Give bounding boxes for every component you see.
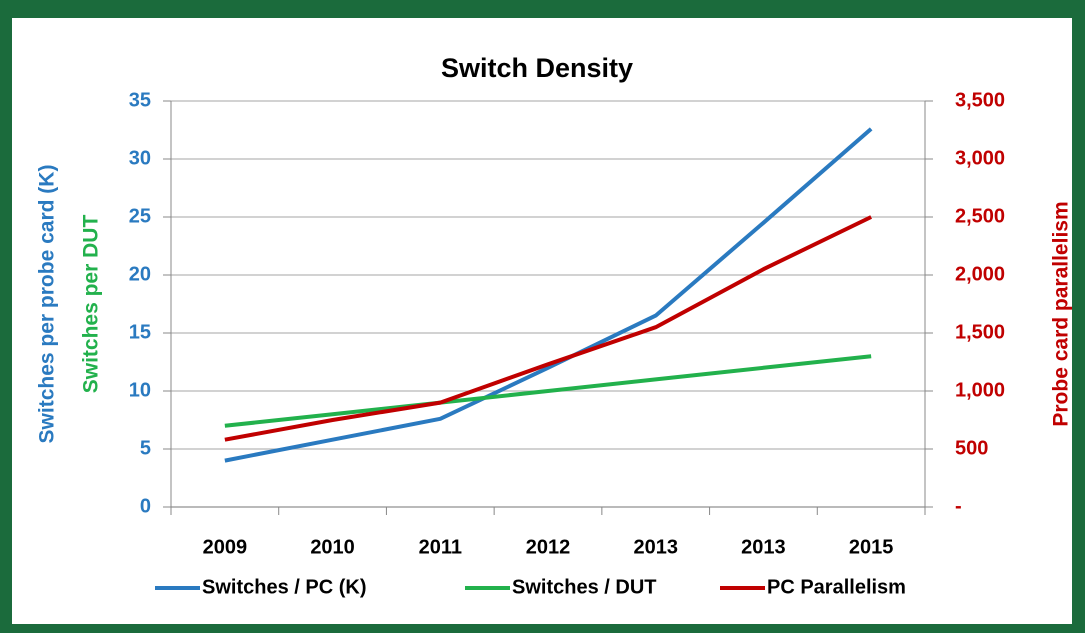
series-line xyxy=(224,354,872,428)
x-tick-label: 2012 xyxy=(526,536,571,558)
y-axis-title: Switches per probe card (K) xyxy=(36,165,59,444)
x-tick-label: 2011 xyxy=(419,536,462,558)
y2-tick-label: - xyxy=(955,495,962,517)
y2-tick-label: 1,000 xyxy=(955,379,1005,401)
y-tick-label: 10 xyxy=(129,379,151,401)
y2-tick-label: 2,000 xyxy=(955,263,1005,285)
series-line xyxy=(224,127,873,463)
y-tick-label: 5 xyxy=(140,437,151,459)
y-tick-label: 30 xyxy=(129,147,151,169)
y2-tick-label: 500 xyxy=(955,437,988,459)
y2-tick-label: 3,000 xyxy=(955,147,1005,169)
y2-tick-label: 1,500 xyxy=(955,321,1005,343)
legend-label: Switches / DUT xyxy=(512,576,656,598)
x-tick-label: 2013 xyxy=(633,536,678,558)
y-tick-label: 25 xyxy=(129,205,151,227)
y2-axis-title: Probe card parallelism xyxy=(1050,201,1073,426)
chart-background xyxy=(12,18,1072,624)
y-tick-label: 15 xyxy=(129,321,151,343)
chart-title: Switch Density xyxy=(441,53,633,83)
x-tick-label: 2015 xyxy=(849,536,894,558)
y-tick-label: 0 xyxy=(140,495,151,517)
legend-label: Switches / PC (K) xyxy=(202,576,366,598)
y-tick-label: 35 xyxy=(129,89,151,111)
legend-label: PC Parallelism xyxy=(767,576,906,598)
y2-tick-label: 2,500 xyxy=(955,205,1005,227)
x-tick-label: 2010 xyxy=(310,536,355,558)
y-tick-label: 20 xyxy=(129,263,151,285)
x-tick-label: 2013 xyxy=(741,536,786,558)
series-line xyxy=(224,215,873,442)
y-axis-title-secondary: Switches per DUT xyxy=(80,215,103,394)
y2-tick-label: 3,500 xyxy=(955,89,1005,111)
x-tick-label: 2009 xyxy=(203,536,248,558)
